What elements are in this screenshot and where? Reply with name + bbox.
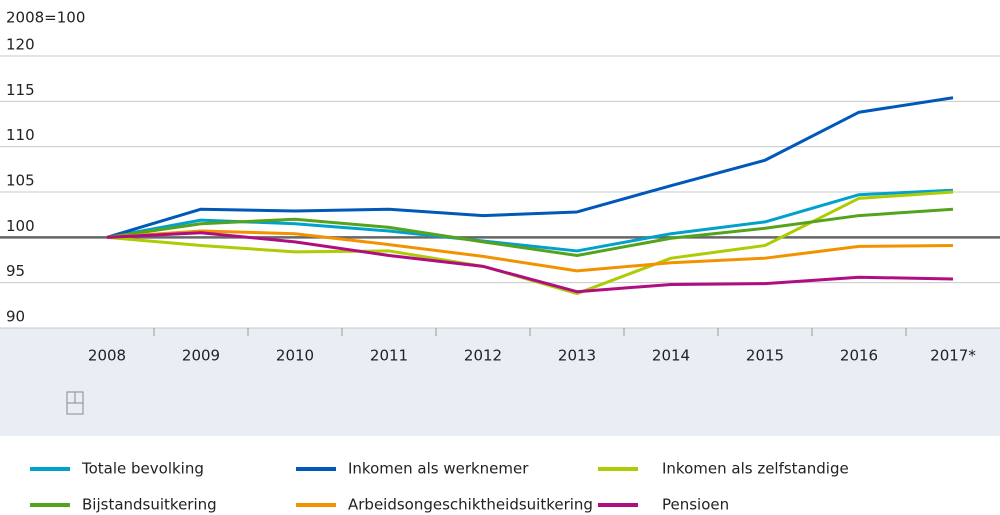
legend-label: Arbeidsongeschiktheidsuitkering <box>348 496 593 514</box>
y-tick-label: 95 <box>6 262 25 280</box>
x-tick-label: 2012 <box>464 347 502 365</box>
legend-label: Inkomen als werknemer <box>348 460 529 478</box>
y-tick-label: 120 <box>6 36 35 54</box>
x-tick-label: 2009 <box>182 347 220 365</box>
x-tick-label: 2013 <box>558 347 596 365</box>
y-tick-label: 105 <box>6 172 35 190</box>
legend-label: Bijstandsuitkering <box>82 496 217 514</box>
series-line <box>106 207 954 257</box>
x-tick-label: 2014 <box>652 347 690 365</box>
series-line <box>106 96 954 239</box>
series-line <box>106 229 954 273</box>
y-tick-label: 115 <box>6 81 35 99</box>
x-tick-label: 2015 <box>746 347 784 365</box>
y-tick-label: 90 <box>6 308 25 326</box>
axis-band <box>0 328 1000 436</box>
x-tick-label: 2017* <box>930 347 976 365</box>
y-tick-label: 100 <box>6 217 35 235</box>
logo <box>66 391 84 415</box>
y-axis-label: 2008=100 <box>6 9 85 27</box>
x-tick-label: 2008 <box>88 347 126 365</box>
x-tick-label: 2016 <box>840 347 878 365</box>
legend-label: Pensioen <box>662 496 729 514</box>
series-line <box>106 231 954 294</box>
x-tick-label: 2011 <box>370 347 408 365</box>
x-tick-label: 2010 <box>276 347 314 365</box>
y-tick-label: 110 <box>6 126 35 144</box>
legend-label: Totale bevolking <box>81 460 204 478</box>
legend-label: Inkomen als zelfstandige <box>662 460 849 478</box>
